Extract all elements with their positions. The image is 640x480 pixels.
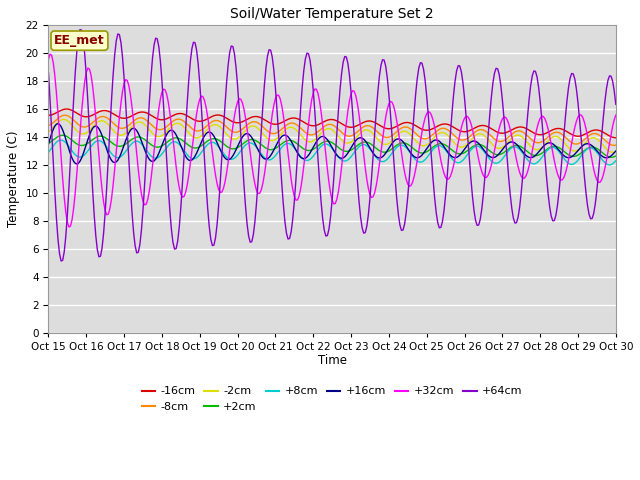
Legend: -16cm, -8cm, -2cm, +2cm, +8cm, +16cm, +32cm, +64cm: -16cm, -8cm, -2cm, +2cm, +8cm, +16cm, +3… [137,382,527,417]
Text: EE_met: EE_met [54,34,105,47]
X-axis label: Time: Time [317,354,347,367]
Title: Soil/Water Temperature Set 2: Soil/Water Temperature Set 2 [230,7,434,21]
Y-axis label: Temperature (C): Temperature (C) [7,131,20,228]
